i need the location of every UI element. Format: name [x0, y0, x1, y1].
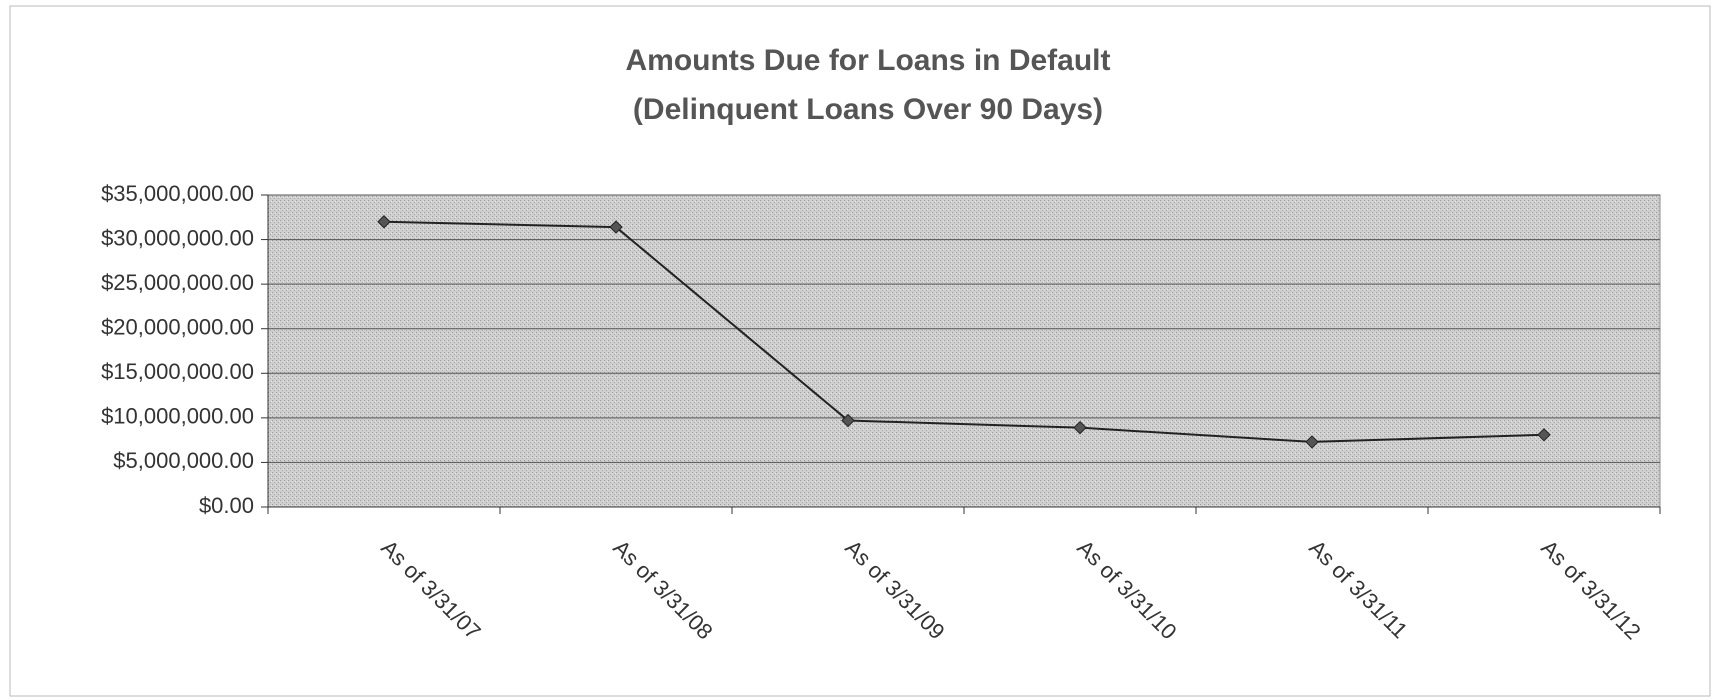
- point-marker: [609, 220, 623, 234]
- chart-title: Amounts Due for Loans in Default: [625, 44, 1110, 77]
- x-tick-label: As of 3/31/09: [840, 535, 949, 644]
- y-tick-label: $20,000,000.00: [101, 315, 254, 340]
- y-tick-label: $15,000,000.00: [101, 359, 254, 384]
- x-tick-label: As of 3/31/12: [1536, 535, 1645, 644]
- plot-area: [267, 194, 1661, 508]
- x-tick-label: As of 3/31/08: [608, 535, 717, 644]
- x-tick-label: As of 3/31/10: [1072, 535, 1181, 644]
- point-marker: [1305, 435, 1319, 449]
- series-line: [383, 220, 1545, 443]
- y-tick-label: $10,000,000.00: [101, 404, 254, 429]
- y-tick-label: $25,000,000.00: [101, 270, 254, 295]
- point-marker: [841, 413, 855, 428]
- point-marker: [1073, 420, 1087, 435]
- y-tick-label: $0.00: [199, 493, 254, 518]
- y-tick-label: $35,000,000.00: [101, 181, 254, 206]
- chart-frame: [9, 5, 1711, 697]
- y-tick-label: $5,000,000.00: [113, 448, 254, 473]
- chart-subtitle: (Delinquent Loans Over 90 Days): [633, 93, 1103, 126]
- point-marker: [1537, 428, 1551, 442]
- y-tick-label: $30,000,000.00: [101, 225, 254, 250]
- point-marker: [377, 215, 391, 229]
- x-tick-label: As of 3/31/11: [1304, 535, 1412, 643]
- x-tick-label: As of 3/31/07: [376, 535, 485, 644]
